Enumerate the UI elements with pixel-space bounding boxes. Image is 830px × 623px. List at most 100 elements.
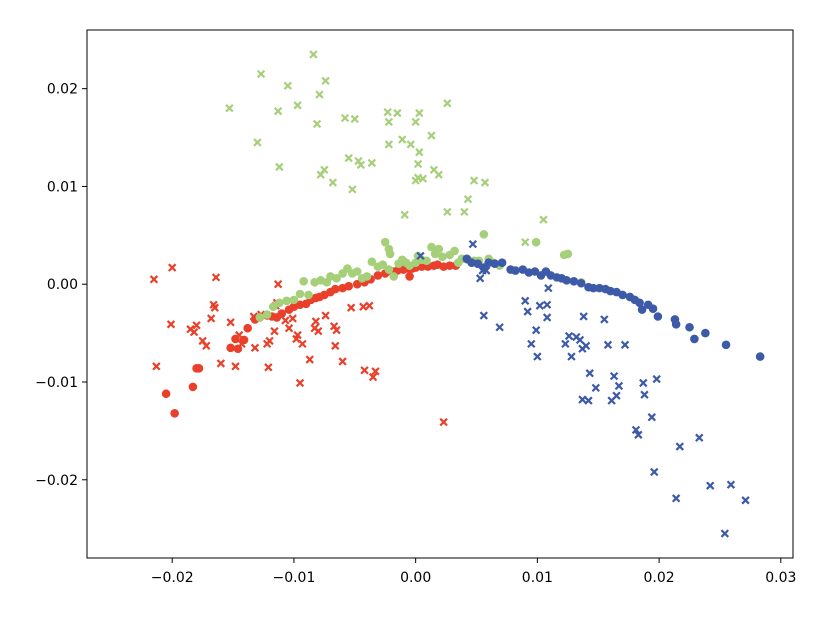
data-point-cross — [634, 430, 643, 439]
data-point-circle — [497, 258, 507, 268]
data-point-cross — [368, 372, 378, 382]
data-point-cross — [234, 330, 244, 340]
data-point-cross — [535, 301, 544, 310]
data-point-circle — [344, 281, 354, 291]
data-point-cross — [561, 339, 570, 349]
data-point-cross — [284, 324, 294, 333]
data-point-cross — [321, 311, 330, 320]
data-point-circle — [635, 298, 644, 308]
data-point-cross — [575, 335, 585, 345]
data-point-cross — [640, 390, 649, 399]
data-point-circle — [331, 284, 340, 294]
data-point-cross — [320, 165, 329, 174]
data-marks — [149, 50, 765, 538]
data-point-cross — [384, 117, 394, 127]
data-point-cross — [578, 395, 587, 404]
x-tick-label: 0.02 — [644, 570, 675, 586]
data-point-circle — [389, 272, 399, 281]
data-point-circle — [721, 340, 731, 350]
data-point-cross — [270, 326, 279, 336]
data-point-cross — [273, 106, 283, 116]
data-point-cross — [413, 159, 423, 169]
data-point-cross — [411, 117, 420, 127]
data-point-cross — [443, 99, 452, 108]
data-point-cross — [315, 90, 324, 99]
x-tick-label: 0.03 — [765, 570, 796, 586]
data-point-circle — [671, 320, 681, 329]
data-point-cross — [531, 326, 541, 335]
data-point-cross — [479, 311, 488, 320]
data-point-cross — [202, 341, 211, 350]
data-point-cross — [533, 352, 542, 361]
data-point-circle — [362, 272, 372, 281]
data-point-cross — [600, 315, 609, 324]
data-point-cross — [340, 113, 350, 123]
data-point-circle — [653, 312, 663, 321]
plot-area — [87, 30, 793, 558]
data-point-cross — [312, 119, 322, 129]
data-point-cross — [211, 273, 221, 282]
data-point-circle — [299, 276, 308, 286]
data-point-cross — [591, 383, 600, 393]
data-point-cross — [275, 162, 284, 172]
series-3 — [225, 50, 548, 247]
data-point-cross — [344, 153, 353, 163]
data-point-cross — [293, 101, 302, 110]
data-point-circle — [373, 271, 383, 280]
data-point-cross — [365, 301, 374, 310]
data-point-cross — [149, 275, 159, 284]
data-point-cross — [720, 529, 730, 538]
data-point-cross — [741, 496, 750, 505]
data-point-circle — [589, 283, 598, 293]
data-point-cross — [192, 321, 201, 330]
data-point-cross — [564, 331, 574, 341]
data-point-cross — [609, 371, 619, 381]
data-point-circle — [275, 298, 284, 308]
data-point-cross — [295, 378, 305, 388]
data-point-cross — [356, 160, 366, 170]
y-axis: −0.02 −0.01 0.00 0.01 0.02 — [35, 82, 87, 489]
data-point-cross — [482, 266, 491, 275]
data-point-cross — [406, 140, 415, 149]
data-point-cross — [652, 374, 661, 384]
data-point-circle — [268, 302, 278, 312]
y-tick-label: 0.02 — [47, 82, 78, 98]
data-point-cross — [225, 104, 234, 113]
data-point-cross — [542, 313, 552, 322]
data-point-cross — [311, 317, 321, 326]
data-point-circle — [531, 237, 541, 247]
series-4 — [462, 254, 765, 361]
data-point-cross — [206, 314, 216, 323]
data-point-cross — [527, 339, 536, 349]
data-point-cross — [650, 467, 659, 477]
data-point-circle — [618, 290, 627, 300]
data-point-cross — [250, 343, 260, 352]
data-point-cross — [237, 339, 246, 349]
data-point-circle — [473, 259, 483, 268]
data-point-cross — [348, 185, 357, 194]
data-point-cross — [427, 131, 436, 140]
data-point-circle — [378, 260, 388, 269]
data-point-circle — [445, 261, 455, 270]
data-point-circle — [262, 310, 272, 319]
data-point-cross — [321, 76, 330, 86]
data-point-cross — [475, 274, 485, 283]
data-point-cross — [581, 341, 591, 350]
data-point-cross — [168, 263, 177, 272]
data-point-cross — [671, 494, 681, 503]
data-point-cross — [281, 316, 290, 325]
data-point-circle — [332, 274, 341, 283]
data-point-cross — [393, 108, 402, 118]
y-tick-label: 0.00 — [47, 277, 78, 293]
data-point-circle — [194, 364, 204, 373]
data-point-circle — [243, 323, 252, 333]
x-tick-label: 0.01 — [522, 570, 553, 586]
data-point-cross — [415, 148, 424, 157]
data-point-cross — [567, 352, 576, 361]
data-point-cross — [579, 312, 588, 321]
data-point-circle — [490, 259, 500, 268]
data-point-cross — [418, 174, 428, 183]
y-tick-label: 0.01 — [47, 179, 78, 195]
data-point-cross — [523, 307, 532, 316]
data-point-cross — [439, 417, 448, 427]
